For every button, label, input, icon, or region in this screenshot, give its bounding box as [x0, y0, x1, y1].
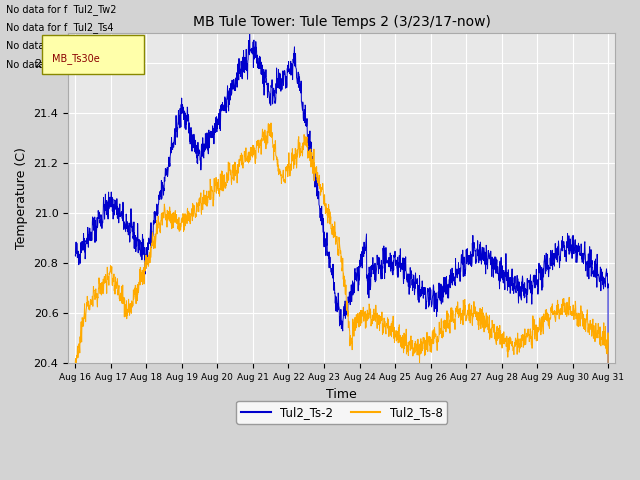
Tul2_Ts-2: [331, 290, 339, 296]
Text: No data for f  Tul2_Ts30e: No data for f Tul2_Ts30e: [6, 59, 126, 70]
Text: No data for f  Tul2_Ts16: No data for f Tul2_Ts16: [6, 40, 120, 51]
Y-axis label: Temperature (C): Temperature (C): [15, 147, 28, 249]
Tul2_Ts-2: [589, 269, 597, 275]
Tul2_Ts-8: [589, 325, 597, 331]
X-axis label: Time: Time: [326, 388, 357, 401]
Legend: Tul2_Ts-2, Tul2_Ts-8: Tul2_Ts-2, Tul2_Ts-8: [236, 401, 447, 423]
Line: Tul2_Ts-2: Tul2_Ts-2: [76, 32, 609, 480]
Text: MB_Ts30e: MB_Ts30e: [52, 53, 100, 64]
Text: No data for f  Tul2_Ts4: No data for f Tul2_Ts4: [6, 22, 114, 33]
Tul2_Ts-2: [246, 29, 253, 35]
Tul2_Ts-2: [72, 252, 79, 258]
Tul2_Ts-2: [589, 271, 596, 277]
Tul2_Ts-8: [317, 192, 324, 198]
Line: Tul2_Ts-8: Tul2_Ts-8: [76, 123, 609, 480]
Tul2_Ts-8: [267, 120, 275, 126]
Tul2_Ts-8: [492, 330, 499, 336]
Tul2_Ts-2: [99, 218, 106, 224]
Tul2_Ts-8: [72, 360, 79, 365]
Tul2_Ts-2: [317, 206, 324, 212]
Tul2_Ts-8: [99, 289, 106, 295]
Title: MB Tule Tower: Tule Temps 2 (3/23/17-now): MB Tule Tower: Tule Temps 2 (3/23/17-now…: [193, 15, 491, 29]
Tul2_Ts-2: [492, 258, 499, 264]
Tul2_Ts-8: [589, 316, 596, 322]
Text: No data for f  Tul2_Tw2: No data for f Tul2_Tw2: [6, 4, 117, 15]
Tul2_Ts-8: [331, 219, 339, 225]
